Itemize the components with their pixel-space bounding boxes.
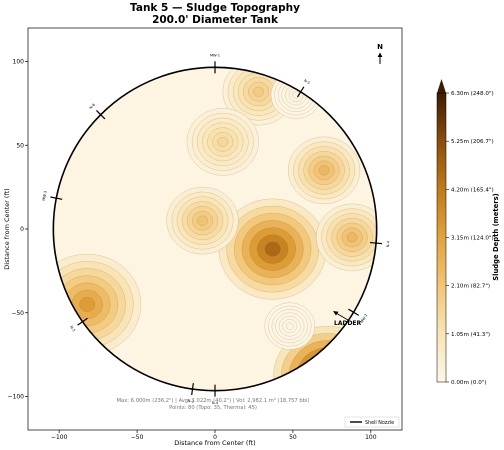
nozzle-label: N-6 xyxy=(89,102,97,110)
colorbar: 0.00m (0.0") 1.05m (41.3") 2.10m (82.7") 3.… xyxy=(436,79,500,386)
nozzle-marker xyxy=(370,241,383,245)
nozzle-marker xyxy=(96,110,106,120)
legend-label: Shell Nozzle xyxy=(365,420,394,426)
depth-feature-upper-center-ridge xyxy=(186,108,259,176)
colorbar-tick-label: 6.30m (248.0") xyxy=(451,91,494,97)
depth-feature-center-mound xyxy=(166,186,239,255)
north-arrow-icon xyxy=(377,52,383,57)
depth-contour xyxy=(197,215,208,226)
colorbar-tick-label: 4.20m (165.4") xyxy=(451,187,494,193)
depth-contour xyxy=(217,136,229,147)
y-tick-label: −100 xyxy=(8,394,25,401)
x-tick-label: −100 xyxy=(51,434,68,441)
colorbar-tick-label: 3.15m (124.0") xyxy=(451,236,494,242)
colorbar-tick-label: 1.05m (41.3") xyxy=(451,332,490,338)
chart-title: Tank 5 — Sludge Topography xyxy=(130,2,300,14)
depth-contour xyxy=(346,232,358,243)
nozzle-marker xyxy=(50,196,63,200)
y-tick-label: 50 xyxy=(16,142,24,149)
nozzle-label: N-4 xyxy=(386,240,391,247)
nozzle-label: MW-2 xyxy=(360,313,369,324)
nozzle-label: N-4 xyxy=(212,401,219,405)
chart-subtitle: 200.0' Diameter Tank xyxy=(152,14,279,26)
shell-nozzles: MW-1 N-5 N-6 MW-3 N-5 N-3 N-4 MW-2 N-4 xyxy=(42,54,391,405)
depth-feature-depression-low-right xyxy=(264,302,316,350)
depth-contour xyxy=(286,322,294,330)
depth-contour xyxy=(318,165,330,176)
nozzle-label: MW-3 xyxy=(42,191,48,202)
colorbar-gradient xyxy=(436,92,447,383)
nozzle-marker xyxy=(191,383,194,396)
nozzle-marker xyxy=(296,86,305,98)
stats-line-2: Points: 80 (Topo: 35, Thermal: 45) xyxy=(169,405,257,411)
legend: Shell Nozzle xyxy=(344,416,400,428)
x-axis-label: Distance from Center (ft) xyxy=(174,439,255,447)
x-tick-label: 100 xyxy=(365,434,377,441)
nozzle-marker xyxy=(77,317,88,326)
ladder-label: LADDER xyxy=(334,320,362,327)
depth-contour xyxy=(79,296,96,312)
colorbar-tick-label: 0.00m (0.0") xyxy=(451,380,487,386)
colorbar-label: Sludge Depth (meters) xyxy=(492,193,500,281)
nozzle-marker xyxy=(348,308,360,316)
colorbar-tick-label: 5.25m (206.7") xyxy=(451,139,494,145)
y-tick-label: −50 xyxy=(11,310,24,317)
x-tick-label: −50 xyxy=(131,434,144,441)
nozzle-label: N-5 xyxy=(303,79,310,86)
ladder-arrow-icon xyxy=(333,311,339,316)
north-arrow: N xyxy=(377,43,383,64)
north-label: N xyxy=(377,43,383,51)
stats-line-1: Max: 6.000m (236.2") | Avg: 1.022m (40.2… xyxy=(117,398,310,404)
nozzle-label: MW-1 xyxy=(210,54,220,58)
y-tick-label: 100 xyxy=(13,59,25,66)
x-tick-label: 0 xyxy=(213,434,217,441)
x-tick-label: 50 xyxy=(289,434,297,441)
nozzle-label: N-3 xyxy=(187,399,194,404)
y-tick-label: 0 xyxy=(20,226,24,233)
depth-contour xyxy=(264,241,281,257)
axis-ticks: −100 −50 0 50 100 −100 −50 0 50 100 xyxy=(8,59,377,442)
ladder-annotation: LADDER xyxy=(333,311,362,327)
colorbar-tick-label: 2.10m (82.7") xyxy=(451,284,490,290)
depth-contour xyxy=(253,86,264,97)
depth-feature-top-right-ridge xyxy=(288,136,361,205)
colorbar-extend-triangle xyxy=(437,79,446,93)
nozzle-label: N-5 xyxy=(69,325,76,332)
y-axis-label: Distance from Center (ft) xyxy=(3,188,11,269)
sludge-depth-field xyxy=(53,67,377,391)
depth-feature-right-wall xyxy=(316,203,377,272)
depth-feature-deep-center-right xyxy=(218,198,327,300)
